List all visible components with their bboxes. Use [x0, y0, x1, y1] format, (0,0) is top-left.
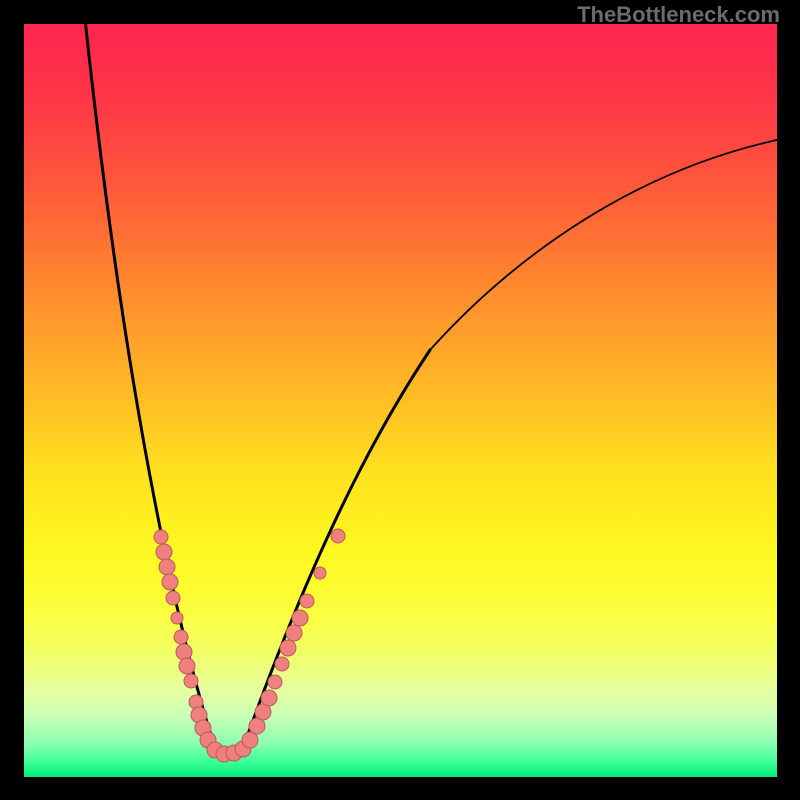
marker-point [280, 640, 296, 656]
marker-point [300, 594, 314, 608]
marker-point [171, 612, 183, 624]
marker-point [261, 690, 277, 706]
marker-point [331, 529, 345, 543]
marker-point [286, 625, 302, 641]
marker-point [154, 530, 168, 544]
marker-point [156, 544, 172, 560]
marker-point [292, 610, 308, 626]
watermark-label: TheBottleneck.com [577, 2, 780, 28]
marker-point [179, 658, 195, 674]
marker-point [162, 574, 178, 590]
marker-point [159, 559, 175, 575]
bottleneck-chart [0, 0, 800, 800]
marker-point [176, 644, 192, 660]
marker-point [174, 630, 188, 644]
marker-point [242, 732, 258, 748]
marker-point [268, 675, 282, 689]
marker-point [184, 674, 198, 688]
marker-point [166, 591, 180, 605]
marker-point [275, 657, 289, 671]
marker-point [314, 567, 326, 579]
